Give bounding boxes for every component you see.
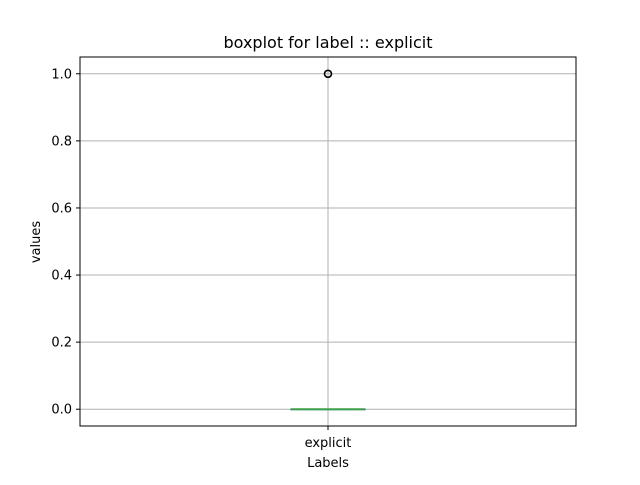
y-tick-label: 0.4	[51, 269, 72, 284]
flier-point	[323, 69, 333, 79]
y-tick-label: 0.6	[51, 201, 72, 216]
chart-title: boxplot for label :: explicit	[224, 33, 433, 52]
x-axis-title: Labels	[307, 456, 349, 471]
box-group	[290, 69, 366, 411]
y-tick-label: 1.0	[51, 67, 72, 82]
y-tick-label: 0.8	[51, 134, 72, 149]
box-layer	[290, 69, 366, 411]
x-tick-label: explicit	[305, 436, 352, 451]
tick-layer: 0.0 0.2 0.4 0.6 0.8 1.0 explicit	[51, 67, 351, 451]
y-tick-label: 0.0	[51, 403, 72, 418]
y-axis-title: values	[29, 221, 44, 264]
grid-layer	[80, 57, 576, 426]
y-tick-label: 0.2	[51, 336, 72, 351]
